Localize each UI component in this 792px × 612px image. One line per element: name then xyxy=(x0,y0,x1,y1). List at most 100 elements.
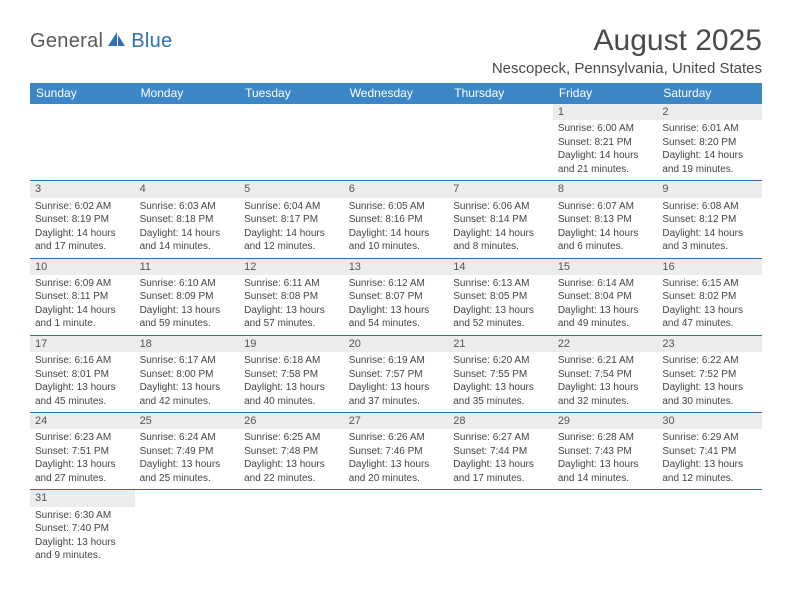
day-line: Sunset: 8:02 PM xyxy=(662,290,757,304)
day-number: 19 xyxy=(239,336,344,352)
day-line: Sunset: 8:13 PM xyxy=(558,213,653,227)
day-number xyxy=(448,490,553,506)
day-number: 12 xyxy=(239,259,344,275)
day-line: Daylight: 13 hours and 40 minutes. xyxy=(244,381,339,408)
day-line: Daylight: 13 hours and 52 minutes. xyxy=(453,304,548,331)
day-line: Sunrise: 6:22 AM xyxy=(662,354,757,368)
day-details: Sunrise: 6:28 AMSunset: 7:43 PMDaylight:… xyxy=(553,429,658,489)
day-cell xyxy=(135,490,240,567)
day-number: 27 xyxy=(344,413,449,429)
day-line: Sunrise: 6:30 AM xyxy=(35,509,130,523)
day-number: 29 xyxy=(553,413,658,429)
day-line: Sunset: 8:09 PM xyxy=(140,290,235,304)
page-header: General Blue August 2025 Nescopeck, Penn… xyxy=(30,24,762,77)
day-number: 18 xyxy=(135,336,240,352)
day-line: Daylight: 14 hours and 3 minutes. xyxy=(662,227,757,254)
day-line: Daylight: 13 hours and 22 minutes. xyxy=(244,458,339,485)
day-cell: 4Sunrise: 6:03 AMSunset: 8:18 PMDaylight… xyxy=(135,181,240,258)
day-number: 20 xyxy=(344,336,449,352)
col-monday: Monday xyxy=(135,83,240,104)
day-line: Sunrise: 6:23 AM xyxy=(35,431,130,445)
day-details: Sunrise: 6:00 AMSunset: 8:21 PMDaylight:… xyxy=(553,120,658,180)
day-line: Sunset: 8:00 PM xyxy=(140,368,235,382)
week-row: 31Sunrise: 6:30 AMSunset: 7:40 PMDayligh… xyxy=(30,490,762,567)
day-cell xyxy=(239,490,344,567)
day-number: 8 xyxy=(553,181,658,197)
day-line: Sunrise: 6:25 AM xyxy=(244,431,339,445)
day-number: 17 xyxy=(30,336,135,352)
day-details: Sunrise: 6:09 AMSunset: 8:11 PMDaylight:… xyxy=(30,275,135,335)
day-cell: 8Sunrise: 6:07 AMSunset: 8:13 PMDaylight… xyxy=(553,181,658,258)
day-line: Sunset: 8:21 PM xyxy=(558,136,653,150)
day-number: 1 xyxy=(553,104,658,120)
day-details xyxy=(657,507,762,513)
day-line: Sunrise: 6:00 AM xyxy=(558,122,653,136)
day-line: Daylight: 13 hours and 45 minutes. xyxy=(35,381,130,408)
day-line: Daylight: 13 hours and 59 minutes. xyxy=(140,304,235,331)
day-details xyxy=(448,507,553,513)
day-cell: 18Sunrise: 6:17 AMSunset: 8:00 PMDayligh… xyxy=(135,335,240,412)
day-cell: 14Sunrise: 6:13 AMSunset: 8:05 PMDayligh… xyxy=(448,258,553,335)
day-cell: 16Sunrise: 6:15 AMSunset: 8:02 PMDayligh… xyxy=(657,258,762,335)
day-details: Sunrise: 6:15 AMSunset: 8:02 PMDaylight:… xyxy=(657,275,762,335)
day-line: Sunrise: 6:10 AM xyxy=(140,277,235,291)
day-details xyxy=(239,507,344,513)
day-number: 14 xyxy=(448,259,553,275)
day-cell xyxy=(239,104,344,181)
col-tuesday: Tuesday xyxy=(239,83,344,104)
day-details: Sunrise: 6:01 AMSunset: 8:20 PMDaylight:… xyxy=(657,120,762,180)
day-cell: 17Sunrise: 6:16 AMSunset: 8:01 PMDayligh… xyxy=(30,335,135,412)
day-line: Sunset: 7:54 PM xyxy=(558,368,653,382)
day-details: Sunrise: 6:21 AMSunset: 7:54 PMDaylight:… xyxy=(553,352,658,412)
day-cell: 31Sunrise: 6:30 AMSunset: 7:40 PMDayligh… xyxy=(30,490,135,567)
day-line: Daylight: 13 hours and 25 minutes. xyxy=(140,458,235,485)
week-row: 24Sunrise: 6:23 AMSunset: 7:51 PMDayligh… xyxy=(30,413,762,490)
day-details: Sunrise: 6:13 AMSunset: 8:05 PMDaylight:… xyxy=(448,275,553,335)
day-cell xyxy=(657,490,762,567)
day-line: Sunset: 8:12 PM xyxy=(662,213,757,227)
day-cell: 5Sunrise: 6:04 AMSunset: 8:17 PMDaylight… xyxy=(239,181,344,258)
day-details: Sunrise: 6:24 AMSunset: 7:49 PMDaylight:… xyxy=(135,429,240,489)
day-line: Daylight: 13 hours and 49 minutes. xyxy=(558,304,653,331)
day-cell xyxy=(135,104,240,181)
day-cell: 2Sunrise: 6:01 AMSunset: 8:20 PMDaylight… xyxy=(657,104,762,181)
calendar-body: 1Sunrise: 6:00 AMSunset: 8:21 PMDaylight… xyxy=(30,104,762,567)
day-line: Daylight: 14 hours and 10 minutes. xyxy=(349,227,444,254)
day-line: Sunrise: 6:19 AM xyxy=(349,354,444,368)
day-line: Sunset: 8:05 PM xyxy=(453,290,548,304)
day-line: Sunset: 8:08 PM xyxy=(244,290,339,304)
day-cell: 24Sunrise: 6:23 AMSunset: 7:51 PMDayligh… xyxy=(30,413,135,490)
day-details xyxy=(135,120,240,126)
day-details: Sunrise: 6:27 AMSunset: 7:44 PMDaylight:… xyxy=(448,429,553,489)
day-number: 6 xyxy=(344,181,449,197)
day-line: Sunrise: 6:11 AM xyxy=(244,277,339,291)
day-details: Sunrise: 6:04 AMSunset: 8:17 PMDaylight:… xyxy=(239,198,344,258)
day-details: Sunrise: 6:23 AMSunset: 7:51 PMDaylight:… xyxy=(30,429,135,489)
day-number: 11 xyxy=(135,259,240,275)
day-line: Sunrise: 6:20 AM xyxy=(453,354,548,368)
day-line: Sunrise: 6:02 AM xyxy=(35,200,130,214)
day-line: Sunrise: 6:17 AM xyxy=(140,354,235,368)
day-cell: 20Sunrise: 6:19 AMSunset: 7:57 PMDayligh… xyxy=(344,335,449,412)
day-number: 28 xyxy=(448,413,553,429)
sail-icon xyxy=(106,30,128,53)
day-details: Sunrise: 6:19 AMSunset: 7:57 PMDaylight:… xyxy=(344,352,449,412)
day-number xyxy=(344,104,449,120)
day-cell xyxy=(553,490,658,567)
day-cell: 11 Sunrise: 6:10 AMSunset: 8:09 PMDayligh… xyxy=(135,258,240,335)
week-row: 17Sunrise: 6:16 AMSunset: 8:01 PMDayligh… xyxy=(30,335,762,412)
day-line: Sunrise: 6:26 AM xyxy=(349,431,444,445)
day-details: Sunrise: 6:18 AMSunset: 7:58 PMDaylight:… xyxy=(239,352,344,412)
day-number xyxy=(30,104,135,120)
day-line: Daylight: 14 hours and 12 minutes. xyxy=(244,227,339,254)
day-line: Daylight: 13 hours and 32 minutes. xyxy=(558,381,653,408)
day-line: Sunset: 8:18 PM xyxy=(140,213,235,227)
day-details xyxy=(344,507,449,513)
day-number: 7 xyxy=(448,181,553,197)
day-line: Daylight: 13 hours and 35 minutes. xyxy=(453,381,548,408)
day-details: Sunrise: 6:16 AMSunset: 8:01 PMDaylight:… xyxy=(30,352,135,412)
day-line: Sunset: 7:48 PM xyxy=(244,445,339,459)
day-line: Sunrise: 6:14 AM xyxy=(558,277,653,291)
col-saturday: Saturday xyxy=(657,83,762,104)
day-line: Sunset: 7:40 PM xyxy=(35,522,130,536)
